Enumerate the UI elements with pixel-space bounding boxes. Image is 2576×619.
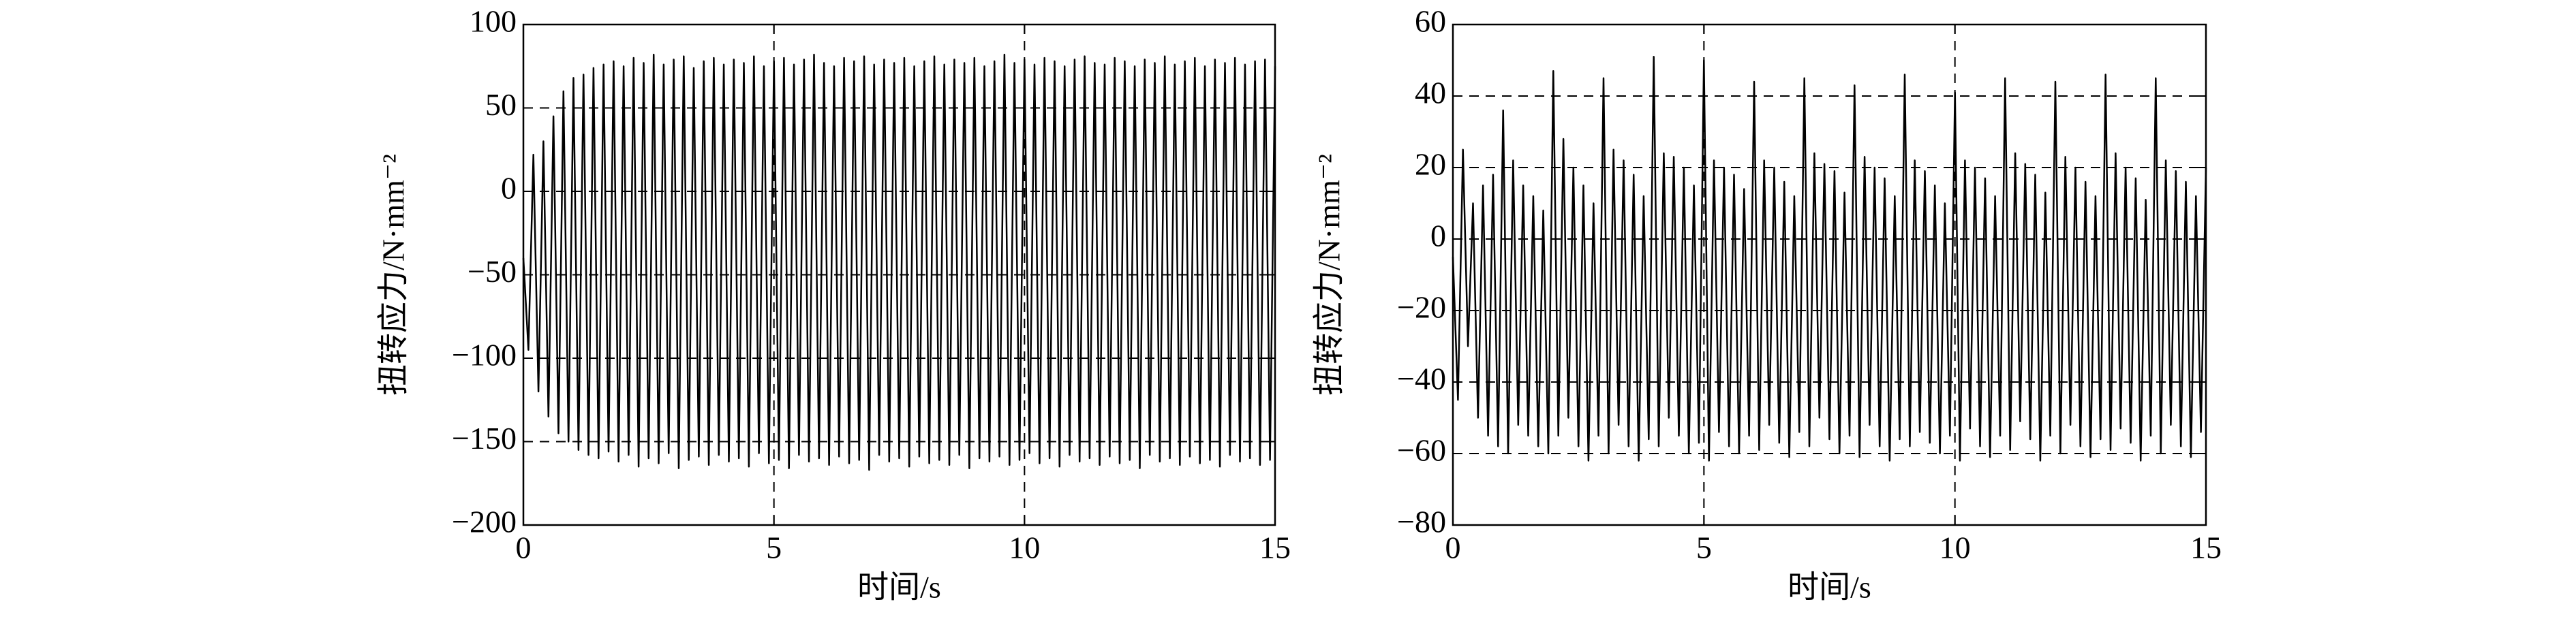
y-tick-label: 100 [470, 4, 517, 39]
x-axis-label: 时间/s [857, 570, 941, 605]
y-tick-label: −200 [452, 505, 517, 539]
x-tick-label: 0 [1445, 530, 1461, 565]
y-tick-label: 50 [485, 87, 517, 122]
x-tick-label: 5 [766, 530, 782, 565]
x-tick-label: 0 [516, 530, 532, 565]
data-line [522, 53, 1276, 471]
y-tick-label: −100 [452, 338, 517, 372]
y-tick-label: 60 [1415, 4, 1446, 39]
x-axis-label: 时间/s [1788, 570, 1871, 605]
x-tick-label: 5 [1696, 530, 1712, 565]
y-tick-label: 0 [501, 171, 517, 206]
x-tick-label: 15 [1259, 530, 1291, 565]
y-tick-label: −60 [1397, 433, 1446, 468]
y-axis-label: 扭转应力/N·mm⁻² [376, 154, 411, 396]
y-tick-label: −40 [1397, 362, 1446, 396]
y-tick-label: −20 [1397, 290, 1446, 325]
y-tick-label: −150 [452, 421, 517, 456]
plot-frame [1452, 23, 2207, 526]
x-tick-label: 10 [1939, 530, 1971, 565]
y-tick-label: 0 [1430, 219, 1446, 253]
x-tick-label: 10 [1009, 530, 1040, 565]
data-line [1452, 56, 2207, 462]
y-tick-label: −80 [1397, 505, 1446, 539]
plot-frame [522, 23, 1276, 526]
x-tick-label: 15 [2190, 530, 2222, 565]
y-axis-label: 扭转应力/N·mm⁻² [1312, 154, 1347, 396]
y-tick-label: 20 [1415, 147, 1446, 182]
y-tick-label: 40 [1415, 76, 1446, 110]
y-tick-label: −50 [467, 254, 517, 289]
